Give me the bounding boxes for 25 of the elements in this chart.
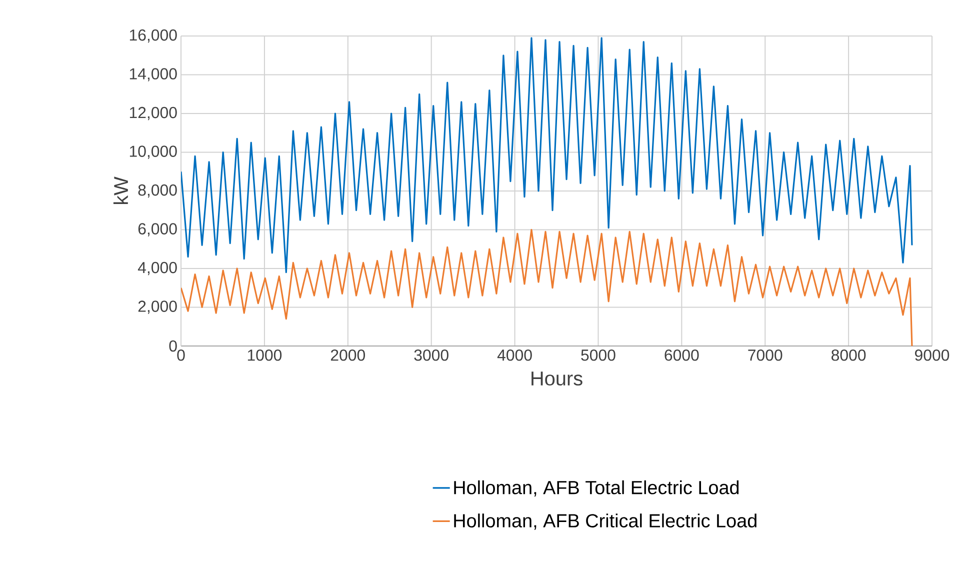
x-tick-label: 8000 <box>832 350 866 361</box>
x-tick-label: 4000 <box>497 350 532 361</box>
x-tick-label: 1000 <box>248 350 282 361</box>
x-tick-label: 2000 <box>330 350 365 361</box>
x-axis-title: Hours <box>532 372 582 386</box>
legend-label: Holloman, AFB Total Electric Load <box>454 480 739 497</box>
y-tick-label: 4,000 <box>138 262 177 276</box>
x-tick-label: 9000 <box>915 350 950 361</box>
y-tick-label: 8,000 <box>138 184 177 198</box>
y-tick-label: 14,000 <box>130 68 177 82</box>
x-tick-label: 3000 <box>414 350 448 361</box>
y-tick-label: 2,000 <box>138 300 177 314</box>
x-tick-label: 5000 <box>581 350 616 361</box>
y-axis-title: kW <box>113 176 128 204</box>
y-tick-label: 16,000 <box>130 29 177 43</box>
legend-label: Holloman, AFB Critical Electric Load <box>454 514 756 530</box>
x-tick-label: 0 <box>177 350 185 361</box>
x-tick-label: 6000 <box>664 350 699 361</box>
line-series <box>181 228 913 346</box>
y-tick-label: 6,000 <box>138 223 177 236</box>
x-tick-label: 7000 <box>748 350 782 361</box>
y-tick-label: 12,000 <box>130 106 177 120</box>
y-tick-label: 10,000 <box>130 146 177 159</box>
line-series <box>181 37 913 274</box>
y-tick-label: 0 <box>169 340 177 352</box>
